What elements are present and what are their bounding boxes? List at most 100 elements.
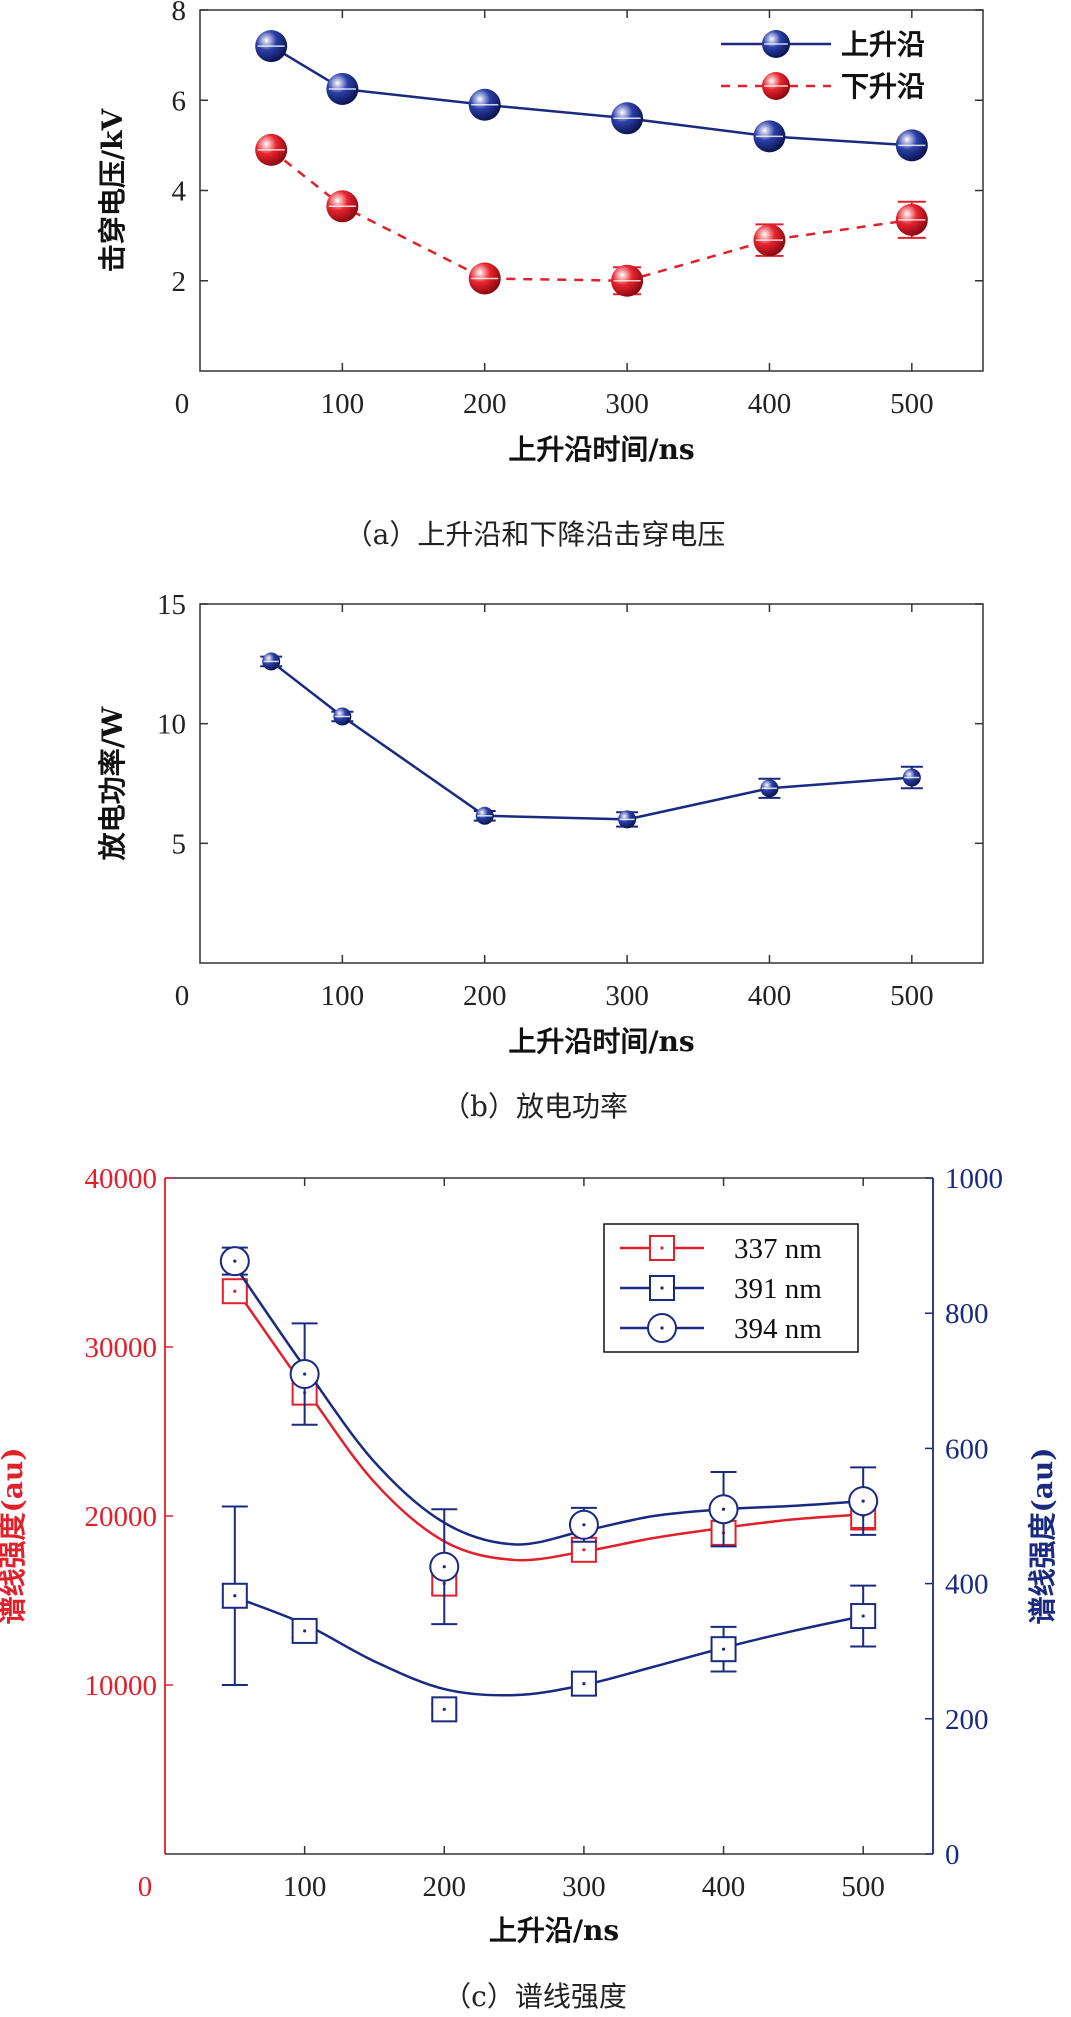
legend-marker (647, 1313, 677, 1343)
data-point (850, 1603, 877, 1630)
legend-label: 394 nm (734, 1313, 822, 1345)
legend-label: 337 nm (734, 1233, 822, 1265)
legend-marker (762, 30, 790, 58)
y-right-tick-label: 600 (945, 1433, 989, 1465)
data-point (326, 72, 359, 105)
data-point (618, 810, 637, 829)
data-point (753, 120, 786, 153)
x-tick-label: 0 (175, 388, 190, 420)
x-tick-label: 0 (138, 1871, 153, 1903)
data-point (753, 224, 786, 257)
data-point (895, 129, 928, 162)
legend-label: 下升沿 (841, 70, 925, 103)
plot-frame (199, 9, 984, 372)
x-tick-label: 200 (463, 388, 507, 420)
x-axis-label: 上升沿时间/ns (508, 1025, 694, 1058)
y-right-tick-label: 0 (945, 1839, 960, 1871)
data-point (221, 1582, 248, 1609)
data-point (221, 1278, 248, 1305)
fit-curve (233, 1265, 864, 1546)
y-tick-label: 8 (172, 0, 187, 27)
x-tick-label: 400 (748, 388, 792, 420)
y-left-tick-label: 40000 (85, 1163, 158, 1195)
x-tick-label: 300 (605, 980, 649, 1012)
x-tick-label: 500 (890, 388, 934, 420)
data-point (570, 1670, 597, 1697)
legend-marker (762, 72, 790, 100)
chart-a: 0 100 200 300 400 500 2 4 6 8 上升沿时间/ns 击穿电压/kV 上升沿下升… (96, 0, 984, 551)
x-tick-label: 200 (463, 980, 507, 1012)
series-line (270, 45, 912, 147)
y-tick-label: 15 (157, 589, 186, 621)
y-right-tick-label: 400 (945, 1569, 989, 1601)
data-point (848, 1486, 879, 1517)
data-point (289, 1359, 320, 1390)
data-point (611, 102, 644, 135)
figure-caption: （b）放电功率 (442, 1090, 628, 1123)
y-right-tick-label: 200 (945, 1704, 989, 1736)
x-axis-label: 上升沿/ns (489, 1914, 619, 1947)
data-point (611, 264, 644, 297)
y-right-tick-label: 800 (945, 1298, 989, 1330)
chart-b: 0 100 200 300 400 500 5 10 15 上升沿时间/ns 放电功率/W （b）放电… (96, 589, 984, 1123)
y-left-tick-label: 10000 (85, 1670, 158, 1702)
data-point (710, 1636, 737, 1663)
data-point (255, 133, 288, 166)
y-tick-label: 6 (172, 85, 187, 117)
data-point (291, 1617, 318, 1644)
data-point (429, 1551, 460, 1582)
data-point (760, 779, 779, 798)
series-2 (219, 1246, 879, 1626)
y-axis-label: 放电功率/W (96, 706, 129, 861)
data-point (468, 262, 501, 295)
y-axis-label: 击穿电压/kV (96, 108, 129, 273)
y-right-axis-label: 谱线强度(au) (1026, 1448, 1059, 1625)
series-0 (260, 652, 923, 829)
x-axis-label: 上升沿时间/ns (508, 433, 694, 466)
x-tick-label: 300 (605, 388, 649, 420)
data-point (255, 30, 288, 63)
data-point (468, 88, 501, 121)
plot-frame (199, 603, 984, 964)
chart-c: 0 100 200 300 400 500 10000 20000 30000 40000 0 200… (0, 1163, 1059, 2013)
figure-caption: （a）上升沿和下降沿击穿电压 (345, 518, 726, 551)
legend-marker (649, 1235, 675, 1261)
series-line (270, 660, 912, 821)
series-1 (255, 133, 928, 297)
y-tick-label: 10 (157, 709, 186, 741)
data-point (219, 1246, 250, 1277)
legend: 337 nm 391 nm 394 nm (603, 1223, 859, 1353)
x-tick-label: 100 (321, 980, 365, 1012)
data-point (326, 190, 359, 223)
data-point (708, 1494, 739, 1525)
y-left-axis-label: 谱线强度(au) (0, 1448, 29, 1625)
y-tick-label: 2 (172, 266, 187, 298)
fit-curve (233, 1287, 864, 1562)
x-tick-label: 400 (702, 1871, 746, 1903)
series-line (270, 148, 912, 283)
data-point (568, 1509, 599, 1540)
x-tick-label: 500 (890, 980, 934, 1012)
y-tick-label: 4 (172, 176, 187, 208)
legend-marker (649, 1275, 675, 1301)
data-point (431, 1696, 458, 1723)
x-tick-label: 100 (283, 1871, 327, 1903)
data-point (262, 652, 281, 671)
data-point (475, 806, 494, 825)
series-0 (255, 30, 928, 162)
data-point (902, 768, 921, 787)
x-tick-label: 200 (423, 1871, 467, 1903)
y-left-tick-label: 30000 (85, 1332, 158, 1364)
y-left-tick-label: 20000 (85, 1501, 158, 1533)
x-tick-label: 100 (321, 388, 365, 420)
x-tick-label: 300 (562, 1871, 606, 1903)
y-right-tick-label: 1000 (945, 1163, 1003, 1195)
x-tick-label: 0 (175, 980, 190, 1012)
series-1 (221, 1505, 877, 1723)
data-point (895, 203, 928, 236)
figure-caption: （c）谱线强度 (443, 1980, 627, 2013)
x-tick-label: 400 (748, 980, 792, 1012)
y-tick-label: 5 (172, 828, 187, 860)
